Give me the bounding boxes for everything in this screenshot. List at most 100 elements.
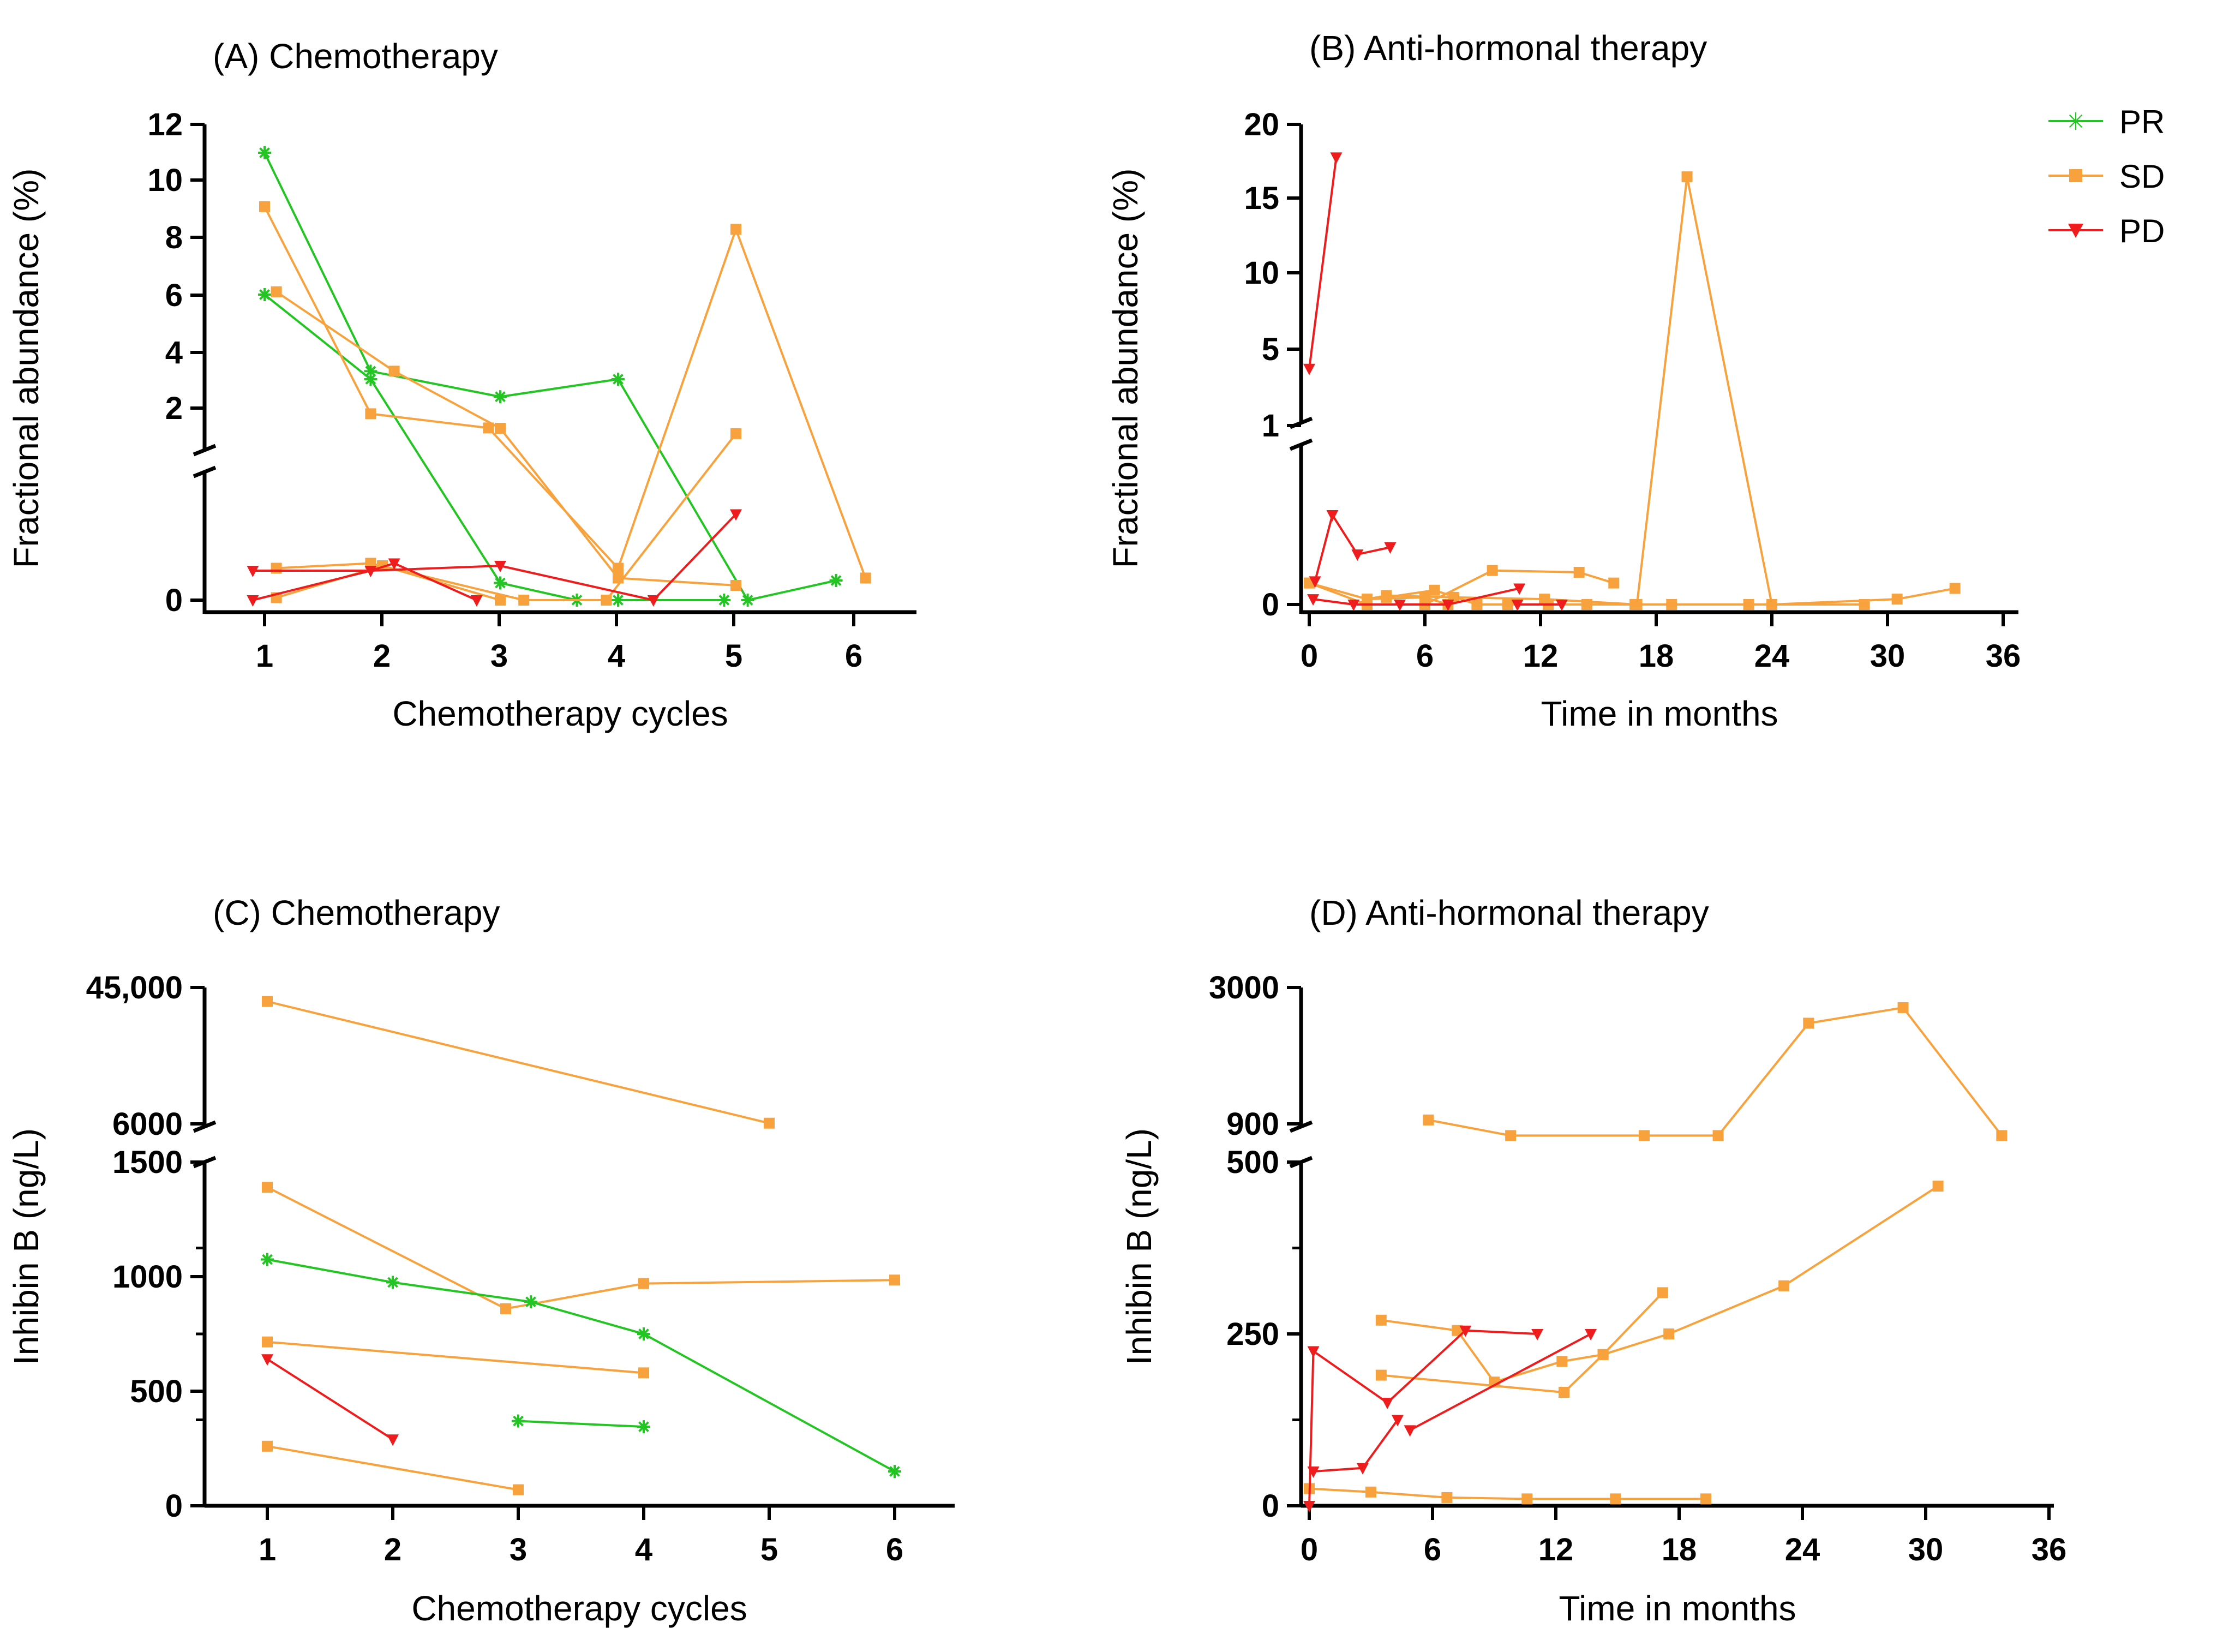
y-tick-label: 500 — [130, 1374, 183, 1409]
data-point — [637, 1327, 650, 1340]
data-point — [262, 1182, 273, 1193]
panel-title: (A) Chemotherapy — [213, 37, 498, 76]
data-point — [1608, 577, 1620, 589]
x-tick-label: 6 — [1416, 638, 1434, 674]
data-point — [387, 1434, 399, 1446]
data-point — [1666, 599, 1677, 610]
x-tick-label: 30 — [1870, 638, 1906, 674]
series-line — [1313, 1419, 1399, 1473]
data-point — [613, 562, 624, 574]
data-point — [512, 1414, 525, 1428]
data-point — [386, 1276, 399, 1289]
data-point — [829, 574, 843, 587]
panel-c: (C) Chemotherapy Chemotherapy cycles Inhib… — [7, 893, 955, 1628]
axis-break-mark — [193, 465, 217, 478]
data-point — [1657, 1287, 1668, 1298]
data-point — [730, 224, 741, 235]
panel-d: (D) Anti-hormonal therapy Time in months I… — [1119, 893, 2066, 1628]
data-point — [1307, 1346, 1320, 1358]
x-tick-label: 2 — [384, 1532, 402, 1567]
data-point — [601, 595, 612, 606]
y-tick-label: 1 — [1262, 408, 1279, 444]
data-point — [1381, 1398, 1394, 1409]
data-point — [1307, 594, 1320, 606]
series-sd-4 — [1304, 1483, 1711, 1505]
data-point — [1581, 599, 1592, 610]
data-point — [1712, 1130, 1724, 1141]
data-point — [1429, 584, 1440, 596]
series-sd-2 — [1362, 171, 1961, 610]
legend-marker-pd — [2068, 224, 2083, 238]
y-tick-label: 10 — [147, 163, 183, 198]
y-tick-label: 0 — [165, 583, 183, 618]
y-tick-label: 3000 — [1209, 970, 1279, 1005]
data-point — [1452, 1325, 1463, 1336]
data-point — [638, 1278, 649, 1289]
data-point — [638, 1367, 649, 1379]
series-pd-6 — [1303, 1325, 1544, 1512]
data-point — [1505, 1130, 1517, 1141]
data-point — [262, 996, 273, 1007]
x-tick-label: 1 — [259, 1532, 276, 1567]
data-point — [1859, 599, 1870, 610]
y-tick-label: 1500 — [112, 1145, 183, 1180]
data-point — [888, 1465, 901, 1478]
legend-marker-sd — [2069, 169, 2082, 182]
data-point — [730, 580, 741, 591]
data-point — [1663, 1328, 1675, 1339]
data-point — [262, 1440, 273, 1452]
series-line — [1308, 1329, 1538, 1506]
series-sd-5 — [1559, 1181, 1944, 1398]
series-pr-5 — [261, 1253, 901, 1478]
x-tick-label: 3 — [490, 638, 508, 674]
series-pd-7 — [1307, 1415, 1404, 1478]
data-point — [647, 595, 660, 607]
series-line — [1409, 1333, 1591, 1432]
legend-label-sd: SD — [2119, 158, 2165, 195]
data-point — [1356, 1463, 1369, 1475]
x-tick-label: 6 — [845, 638, 862, 674]
data-point — [271, 562, 282, 574]
panel-a: (A) Chemotherapy Chemotherapy cycles Fract… — [7, 37, 916, 733]
series-sd-6 — [271, 560, 506, 606]
series-line — [1367, 176, 1956, 606]
legend-item-pr: ✳ PR — [2048, 104, 2165, 140]
y-tick-label: 20 — [1244, 107, 1279, 142]
series-line — [263, 152, 837, 602]
series-sd-3 — [259, 201, 871, 584]
y-tick-label: 500 — [1226, 1145, 1279, 1180]
data-point — [261, 1354, 273, 1366]
data-point — [470, 595, 483, 607]
series-line — [267, 1445, 519, 1491]
data-point — [730, 428, 741, 439]
data-point — [271, 286, 282, 297]
data-point — [388, 366, 400, 377]
data-point — [1778, 1280, 1790, 1291]
data-point — [1423, 1114, 1434, 1126]
data-point — [612, 594, 625, 607]
data-point — [495, 423, 506, 434]
data-point — [518, 595, 530, 606]
data-point — [1573, 566, 1585, 578]
x-tick-label: 4 — [635, 1532, 652, 1567]
x-tick-label: 24 — [1754, 638, 1790, 674]
data-point — [1513, 583, 1526, 595]
data-point — [1585, 1329, 1597, 1340]
x-tick-label: 36 — [1986, 638, 2021, 674]
axis-break-mark — [193, 444, 217, 457]
y-tick-label: 0 — [165, 1488, 183, 1524]
data-point — [1897, 1002, 1909, 1013]
series-pd-8 — [247, 509, 742, 607]
series-line — [253, 562, 477, 601]
data-point — [1638, 1130, 1650, 1141]
axis-break-mark — [193, 1120, 217, 1133]
data-point — [513, 1484, 524, 1495]
series-sd-3 — [1381, 584, 1870, 610]
series-sd-4 — [262, 1440, 524, 1495]
data-point — [261, 1253, 274, 1266]
y-tick-label: 0 — [1262, 587, 1279, 623]
panel-title: (B) Anti-hormonal therapy — [1309, 28, 1707, 68]
